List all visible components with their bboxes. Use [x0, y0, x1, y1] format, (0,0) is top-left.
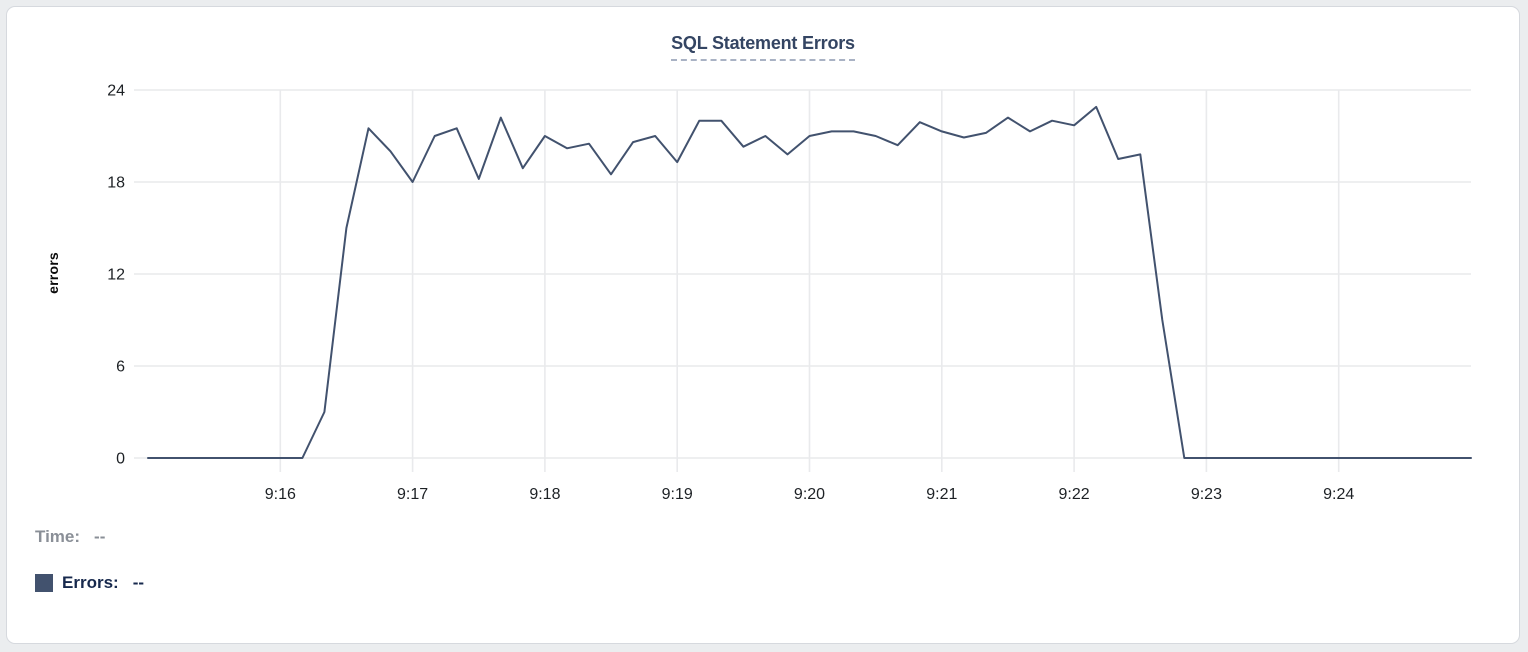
legend-time-value: -- — [94, 527, 106, 546]
y-axis-title: errors — [45, 252, 61, 294]
x-tick-label: 9:21 — [926, 486, 957, 503]
x-tick-label: 9:18 — [529, 486, 560, 503]
chart-card: SQL Statement Errors errors 0 6 12 18 24 9:16… — [6, 6, 1520, 644]
x-tick-label: 9:19 — [662, 486, 693, 503]
x-tick-label: 9:16 — [265, 486, 296, 503]
y-tick-label: 18 — [107, 175, 125, 192]
errors-line-series — [147, 105, 1472, 459]
x-tick-label: 9:23 — [1191, 486, 1222, 503]
y-tick-label: 12 — [107, 267, 125, 284]
x-tick-label: 9:20 — [794, 486, 825, 503]
legend-time-row: Time: -- — [35, 525, 144, 549]
chart-title[interactable]: SQL Statement Errors — [671, 33, 855, 61]
y-tick-label: 6 — [116, 359, 125, 376]
legend-time-label: Time: — [35, 527, 81, 546]
x-tick-label: 9:17 — [397, 486, 428, 503]
sql-errors-line-chart[interactable]: 0 6 12 18 24 9:16 9:17 9:18 9:19 9:20 9:21 9:22 9:23… — [7, 7, 1528, 512]
legend-errors-row: Errors: -- — [35, 571, 144, 595]
chart-title-container: SQL Statement Errors — [7, 33, 1519, 61]
legend-errors-label: Errors: — [62, 573, 119, 592]
errors-series-swatch-icon — [35, 574, 53, 592]
x-tick-label: 9:22 — [1059, 486, 1090, 503]
legend-errors-value: -- — [132, 573, 145, 592]
y-tick-label: 24 — [107, 83, 125, 100]
chart-legend: Time: -- Errors: -- — [35, 525, 144, 617]
y-tick-label: 0 — [116, 451, 125, 468]
x-tick-label: 9:24 — [1323, 486, 1354, 503]
